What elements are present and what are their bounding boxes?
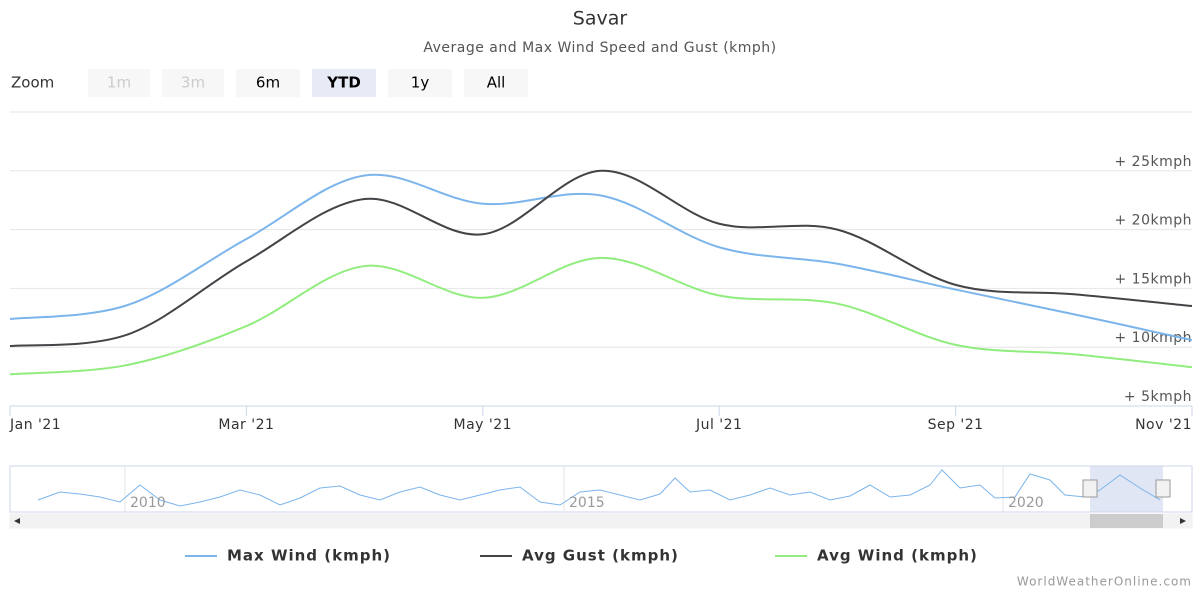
y-tick-label: + 25kmph: [1115, 154, 1193, 170]
series-line: [9, 173, 1193, 342]
series-line: [9, 169, 1193, 348]
x-tick-label: Sep '21: [928, 417, 984, 433]
chart-subtitle: Average and Max Wind Speed and Gust (kmp…: [423, 40, 776, 56]
series-line: [9, 256, 1193, 376]
legend-label[interactable]: Avg Gust (kmph): [522, 547, 679, 565]
range-button[interactable]: [464, 69, 528, 97]
navigator-label: 2015: [569, 495, 605, 511]
y-tick-label: + 15kmph: [1115, 271, 1193, 287]
scrollbar-thumb[interactable]: [1090, 514, 1163, 528]
y-tick-label: + 20kmph: [1115, 213, 1193, 229]
navigator-label: 2010: [130, 495, 166, 511]
zoom-label: Zoom: [11, 74, 54, 92]
range-button[interactable]: [236, 69, 300, 97]
navigator-handle[interactable]: [1082, 479, 1098, 498]
scrollbar-track[interactable]: [9, 513, 1193, 529]
navigator-label: 2020: [1008, 495, 1044, 511]
x-tick-label: Jan '21: [9, 417, 61, 433]
y-tick-label: + 10kmph: [1115, 330, 1193, 346]
scroll-left[interactable]: [14, 518, 20, 524]
navigator-handle[interactable]: [1155, 479, 1171, 498]
range-button-label: 1m: [107, 74, 131, 92]
range-button[interactable]: [388, 69, 452, 97]
range-button[interactable]: [312, 69, 376, 97]
y-tick-label: + 5kmph: [1124, 389, 1192, 405]
navigator-frame: [9, 465, 1193, 513]
x-tick-label: Jul '21: [695, 417, 743, 433]
x-tick-label: Nov '21: [1135, 417, 1192, 433]
range-button-label: 1y: [411, 74, 430, 92]
navigator: 2010 2015 2020: [9, 465, 1193, 529]
legend-label[interactable]: Max Wind (kmph): [227, 547, 391, 565]
range-button-label: YTD: [326, 74, 361, 92]
credit: WorldWeatherOnline.com: [1017, 575, 1192, 589]
chart-title: Savar: [573, 8, 628, 30]
range-button[interactable]: [88, 69, 150, 97]
range-button-label: 3m: [181, 74, 205, 92]
range-buttons: 1m 3m 6m YTD 1y All: [88, 69, 528, 97]
legend-label[interactable]: Avg Wind (kmph): [817, 547, 978, 565]
range-button-label: All: [487, 74, 506, 92]
legend: Max Wind (kmph) Avg Gust (kmph) Avg Wind (…: [185, 547, 978, 565]
range-button-label: 6m: [256, 74, 280, 92]
scroll-right[interactable]: [1180, 518, 1186, 524]
x-tick-label: Mar '21: [218, 417, 274, 433]
x-tick-label: May '21: [454, 417, 513, 433]
range-button[interactable]: [162, 69, 224, 97]
navigator-series: [37, 469, 1161, 507]
